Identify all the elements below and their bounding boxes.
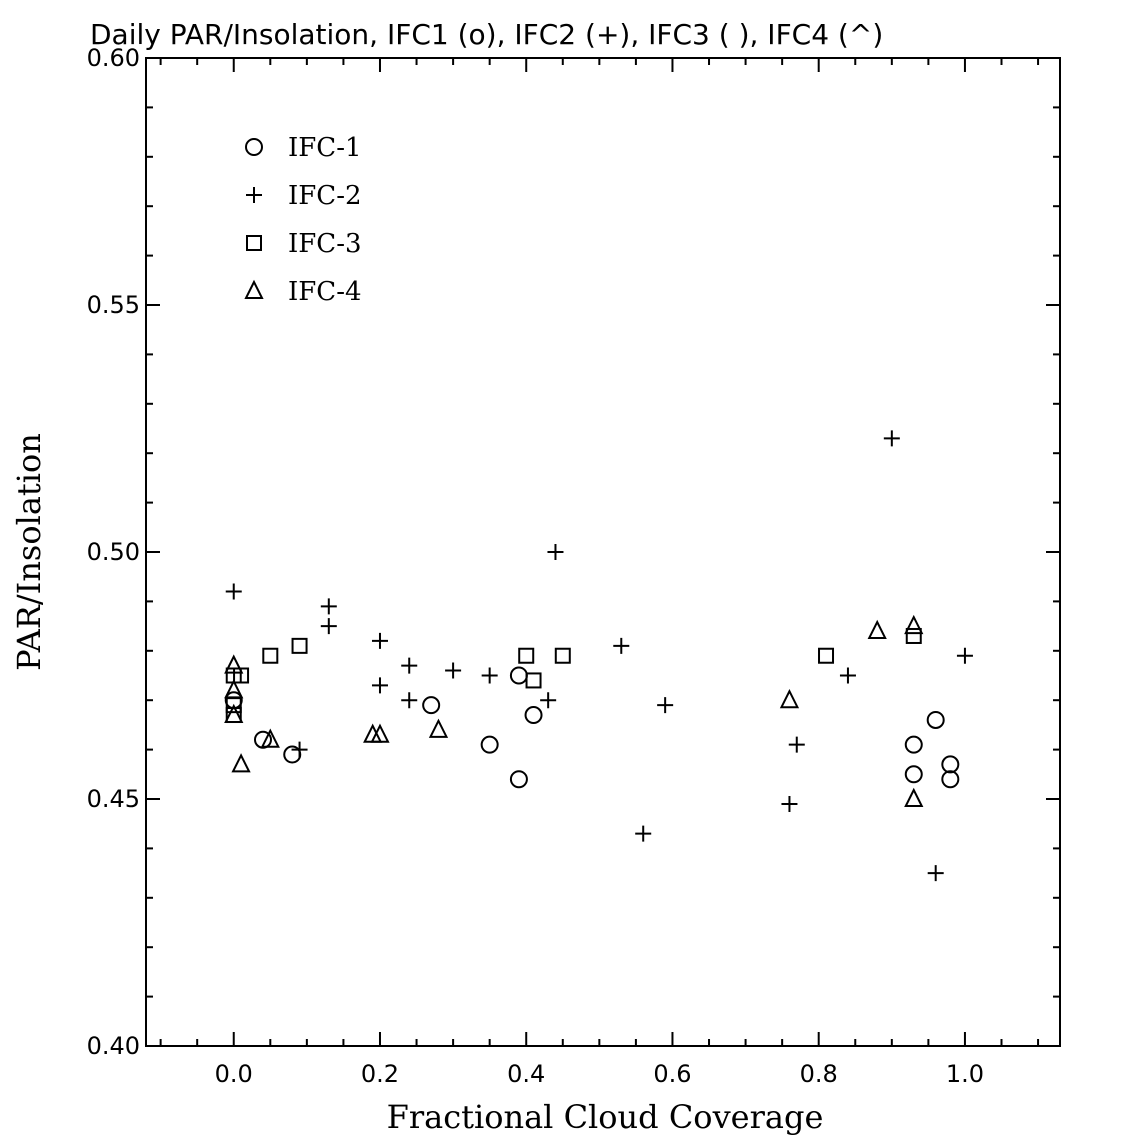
ifc-4-point — [231, 753, 251, 773]
ifc-4-point — [224, 679, 244, 699]
ifc-1-point — [509, 666, 528, 685]
ifc-4-point — [260, 728, 280, 748]
ifc-2-point — [320, 598, 337, 615]
ifc-3-point — [554, 647, 571, 664]
legend: IFC-1 IFC-2 IFC-3 IFC-4 — [244, 133, 362, 307]
ifc-4-point — [428, 718, 449, 738]
ifc-3-point — [291, 637, 308, 654]
y-tick-label: 0.60 — [87, 44, 140, 72]
ifc-2-point — [401, 692, 418, 709]
y-axis-label: PAR/Insolation — [10, 433, 48, 671]
x-tick-label: 0.2 — [361, 1060, 399, 1088]
ifc-1-point — [941, 770, 960, 789]
plot-frame — [145, 57, 1061, 1047]
x-tick-label: 0.4 — [507, 1060, 545, 1088]
ifc-2-point — [927, 865, 944, 882]
ifc-4-point — [224, 654, 244, 674]
x-tick-label: 0.0 — [215, 1060, 253, 1088]
x-tick-label: 0.6 — [653, 1060, 691, 1088]
ifc-2-point — [613, 637, 630, 654]
legend-square-icon — [246, 235, 262, 251]
ifc-2-point — [371, 632, 388, 649]
ifc-2-point — [635, 825, 652, 842]
ifc-2-point — [401, 657, 418, 674]
x-axis-label: Fractional Cloud Coverage — [387, 1098, 824, 1136]
ifc-3-point — [905, 627, 922, 644]
y-tick-label: 0.50 — [87, 538, 140, 566]
ifc-2-point — [788, 736, 805, 753]
ifc-3-point — [233, 667, 250, 684]
legend-label: IFC-4 — [288, 277, 362, 307]
ifc-1-point — [509, 770, 528, 789]
x-tick-label: 1.0 — [946, 1060, 984, 1088]
legend-circle-icon — [245, 138, 263, 156]
legend-label: IFC-2 — [288, 181, 362, 211]
ifc-3-point — [262, 647, 279, 664]
chart-title: Daily PAR/Insolation, IFC1 (o), IFC2 (+)… — [90, 18, 883, 51]
ifc-2-point — [291, 741, 308, 758]
ifc-2-point — [956, 647, 973, 664]
ifc-3-point — [518, 647, 535, 664]
ifc-2-point — [839, 667, 856, 684]
legend-label: IFC-1 — [288, 133, 362, 163]
axis-ticks — [146, 57, 1060, 1047]
data-points — [224, 430, 973, 882]
ifc-3-point — [525, 672, 542, 689]
y-tick-label: 0.40 — [87, 1032, 140, 1060]
ifc-4-point — [370, 723, 390, 743]
ifc-2-point — [225, 583, 242, 600]
ifc-1-point — [422, 696, 441, 715]
ifc-3-point — [818, 647, 835, 664]
ifc-1-point — [926, 710, 945, 729]
legend-plus-icon — [246, 187, 262, 203]
ifc-1-point — [904, 765, 923, 784]
ifc-4-point — [224, 703, 244, 724]
ifc-4-point — [904, 787, 924, 807]
ifc-2-point — [445, 662, 462, 679]
y-tick-label: 0.45 — [87, 785, 140, 813]
legend-label: IFC-3 — [288, 229, 362, 259]
ifc-2-point — [883, 430, 900, 447]
ifc-1-point — [941, 755, 960, 774]
ifc-4-point — [904, 614, 924, 635]
ifc-2-point — [540, 692, 557, 709]
y-tick-label: 0.55 — [87, 291, 140, 319]
x-tick-label: 0.8 — [800, 1060, 838, 1088]
tick-labels: 0.0 0.2 0.4 0.6 0.8 1.0 0.40 0.45 0.50 0.55 0.60 — [87, 44, 984, 1088]
ifc-4-point — [867, 619, 887, 640]
ifc-2-point — [547, 544, 564, 560]
ifc-2-point — [657, 697, 674, 714]
ifc-1-point — [904, 735, 923, 754]
ifc-4-point — [779, 688, 800, 709]
ifc-2-point — [371, 677, 388, 694]
ifc-1-point — [480, 735, 499, 754]
legend-triangle-icon — [244, 279, 264, 299]
ifc-2-point — [781, 795, 798, 812]
ifc-2-point — [320, 618, 337, 635]
ifc-2-point — [481, 667, 498, 684]
ifc-1-point — [524, 706, 543, 725]
